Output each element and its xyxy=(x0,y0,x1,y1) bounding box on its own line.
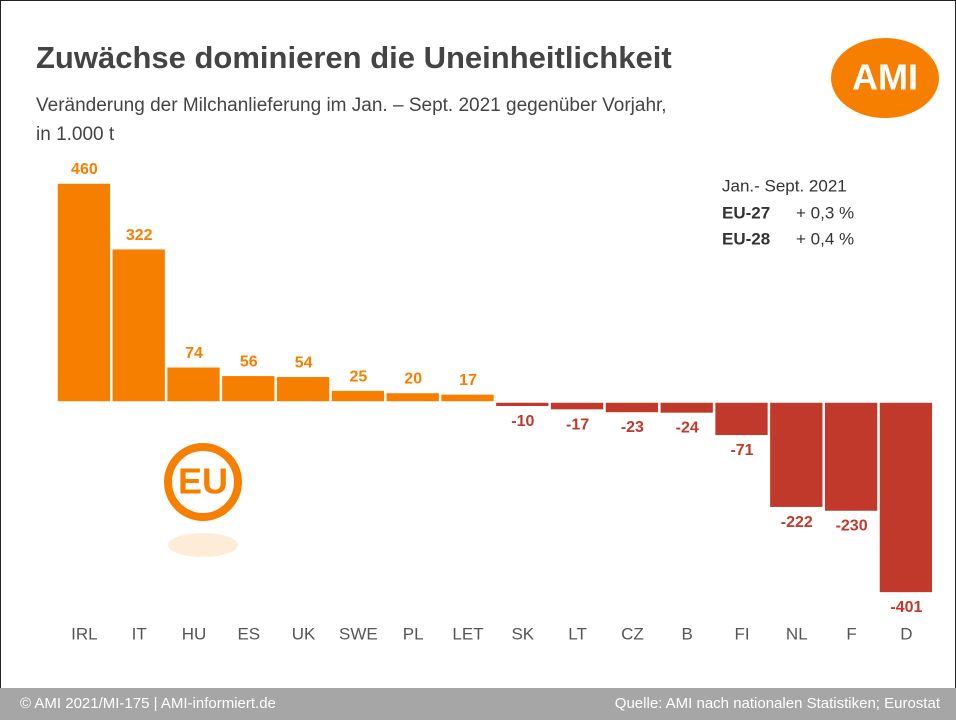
annotation-period: Jan.- Sept. 2021 xyxy=(722,176,847,195)
bar xyxy=(604,401,660,414)
bar xyxy=(659,401,715,415)
x-tick-label: UK xyxy=(292,624,316,643)
bar xyxy=(823,401,879,513)
x-tick-label: HU xyxy=(182,624,207,643)
x-tick-label: PL xyxy=(403,624,424,643)
x-tick-label: FI xyxy=(734,624,749,643)
value-label: -24 xyxy=(676,420,699,437)
x-tick-label: NL xyxy=(786,624,808,643)
bar xyxy=(494,401,550,408)
footer-left: © AMI 2021/MI-175 | AMI-informiert.de xyxy=(20,695,276,712)
bar xyxy=(56,182,112,403)
x-tick-label: B xyxy=(682,624,693,643)
footer-bar xyxy=(0,688,956,720)
x-tick-label: CZ xyxy=(621,624,644,643)
eu-logo-text: EU xyxy=(178,461,228,502)
logo-text: AMI xyxy=(852,57,918,98)
x-tick-label: F xyxy=(846,624,856,643)
bar xyxy=(111,247,167,403)
eu-logo xyxy=(164,443,242,521)
value-label: -10 xyxy=(511,413,534,430)
subtitle: Veränderung der Milchanlieferung im Jan.… xyxy=(36,95,667,116)
value-label: 322 xyxy=(126,227,153,244)
annotation-name: EU-27 xyxy=(722,203,770,222)
value-label: -401 xyxy=(890,599,922,616)
bar xyxy=(165,366,222,403)
x-tick-label: LET xyxy=(452,624,483,643)
x-tick-label: LT xyxy=(568,624,587,643)
value-label: 17 xyxy=(459,372,477,389)
value-label: 20 xyxy=(404,371,422,388)
value-label: 460 xyxy=(71,161,98,178)
bar xyxy=(713,401,770,437)
x-tick-label: IRL xyxy=(71,624,97,643)
value-label: -17 xyxy=(566,416,589,433)
annotation-name: EU-28 xyxy=(722,229,770,248)
value-label: -230 xyxy=(836,518,868,535)
logo xyxy=(831,38,939,118)
annotation-value: + 0,3 % xyxy=(796,203,854,222)
eu-logo-reflection xyxy=(168,533,238,557)
value-label: -222 xyxy=(781,514,813,531)
annotation-value: + 0,4 % xyxy=(796,229,854,248)
bar xyxy=(275,375,331,403)
value-label: -23 xyxy=(621,419,644,436)
value-label: 74 xyxy=(185,345,203,362)
bar xyxy=(220,374,276,403)
x-tick-label: ES xyxy=(237,624,260,643)
x-tick-label: IT xyxy=(132,624,147,643)
footer-right: Quelle: AMI nach nationalen Statistiken;… xyxy=(615,695,941,712)
chart-title: Zuwächse dominieren die Uneinheitlichkei… xyxy=(36,40,672,75)
x-tick-label: SK xyxy=(511,624,534,643)
x-tick-label: SWE xyxy=(339,624,378,643)
value-label: 56 xyxy=(240,354,258,371)
subtitle: in 1.000 t xyxy=(36,124,115,145)
bar xyxy=(878,401,934,594)
x-tick-label: D xyxy=(900,624,912,643)
bar xyxy=(549,401,605,411)
value-label: 25 xyxy=(350,368,368,385)
value-label: -71 xyxy=(730,442,753,459)
bar xyxy=(385,391,441,403)
bar xyxy=(768,401,824,509)
bar xyxy=(330,389,386,403)
bar xyxy=(439,393,496,403)
value-label: 54 xyxy=(295,355,313,372)
